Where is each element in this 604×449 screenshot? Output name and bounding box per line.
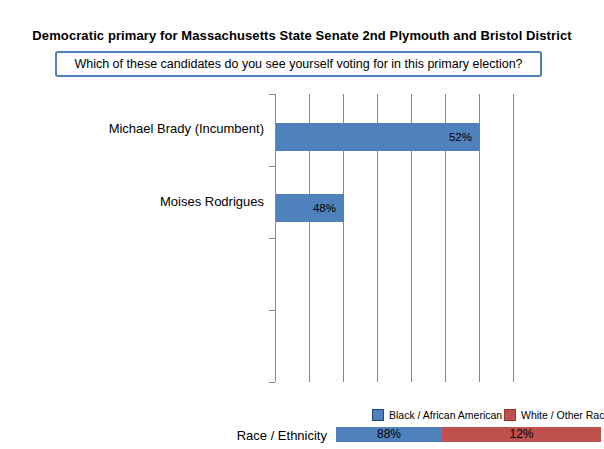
legend-label-white-other-race: White / Other Race [521,409,604,422]
gridline [513,94,514,382]
segment-label-white-other-race: 12% [509,427,533,442]
chart-title: Democratic primary for Massachusetts Sta… [0,28,604,43]
data-label-moises-rodrigues: 48% [313,202,344,214]
legend-swatch-black-african-american [372,409,384,421]
segment-white-other-race: 12% [442,427,601,442]
category-axis-tick [269,382,275,383]
race-ethnicity-label: Race / Ethnicity [180,427,327,444]
category-axis-tick [269,166,275,167]
category-axis-tick [269,94,275,95]
category-label-michael-brady: Michael Brady (Incumbent) [20,121,264,137]
question-box: Which of these candidates do you see you… [55,51,542,77]
segment-black-african-american: 88% [336,427,442,442]
race-ethnicity-stacked-bar: 88% 12% [336,427,601,442]
bar-moises-rodrigues: 48% [276,194,344,222]
category-label-moises-rodrigues: Moises Rodrigues [20,194,264,210]
question-text: Which of these candidates do you see you… [74,57,522,71]
legend-label-black-african-american: Black / African American [389,409,502,422]
chart-canvas: Democratic primary for Massachusetts Sta… [0,0,604,449]
category-axis-tick [269,238,275,239]
segment-label-black-african-american: 88% [377,427,401,442]
data-label-michael-brady: 52% [449,131,480,143]
legend: Black / African American White / Other R… [0,408,604,424]
bar-michael-brady: 52% [276,123,480,151]
legend-swatch-white-other-race [504,409,516,421]
category-axis-tick [269,310,275,311]
